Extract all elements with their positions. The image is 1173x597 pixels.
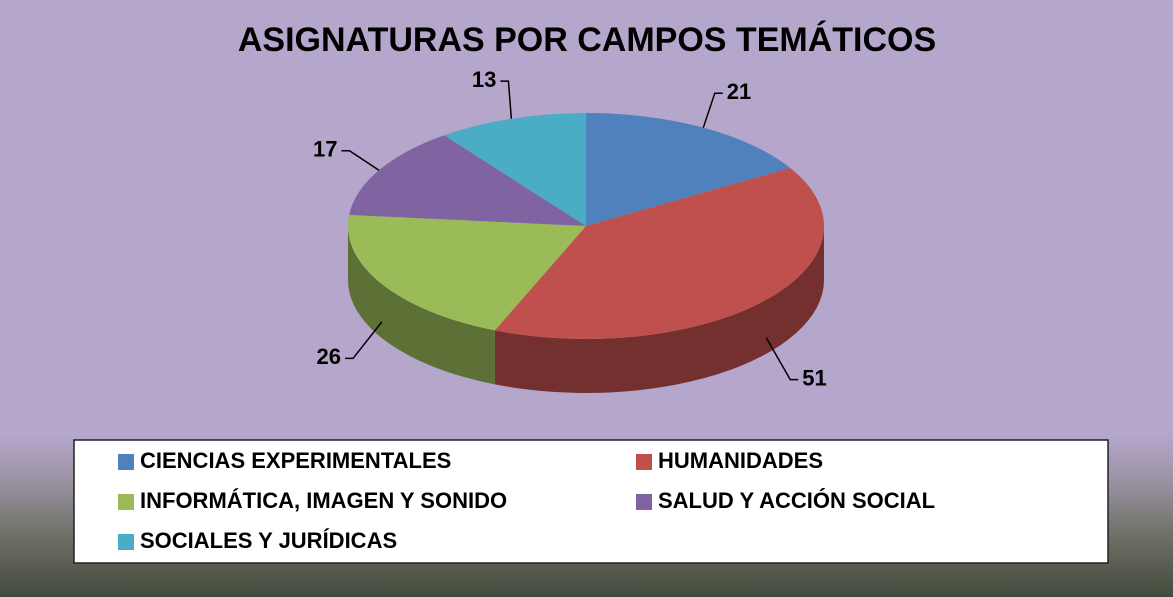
- legend-label: SALUD Y ACCIÓN SOCIAL: [658, 488, 935, 513]
- data-label: 21: [727, 79, 751, 104]
- legend-swatch: [118, 454, 134, 470]
- legend-label: CIENCIAS EXPERIMENTALES: [140, 448, 451, 473]
- leader-line: [765, 337, 799, 381]
- pie-slice: [586, 113, 791, 226]
- pie-side: [348, 226, 495, 385]
- pie-slice: [348, 214, 586, 331]
- pie-slice: [444, 113, 586, 226]
- leader-line: [702, 92, 723, 128]
- pie-slice: [494, 167, 824, 339]
- chart-title: ASIGNATURAS POR CAMPOS TEMÁTICOS: [238, 21, 936, 59]
- legend-swatch: [118, 534, 134, 550]
- legend-label: HUMANIDADES: [658, 448, 823, 473]
- legend-label: INFORMÁTICA, IMAGEN Y SONIDO: [140, 488, 507, 513]
- data-label: 17: [313, 137, 337, 162]
- legend-swatch: [636, 494, 652, 510]
- legend-label: SOCIALES Y JURÍDICAS: [140, 528, 397, 553]
- legend-box: [73, 439, 1109, 564]
- legend-swatch: [636, 454, 652, 470]
- leader-line: [341, 150, 380, 171]
- data-label: 13: [472, 67, 496, 92]
- pie-side: [494, 226, 824, 393]
- data-label: 26: [317, 344, 341, 369]
- leader-line: [345, 321, 383, 360]
- pie-slice: [349, 135, 586, 226]
- leader-line: [500, 80, 513, 119]
- legend-swatch: [118, 494, 134, 510]
- data-label: 51: [802, 365, 826, 390]
